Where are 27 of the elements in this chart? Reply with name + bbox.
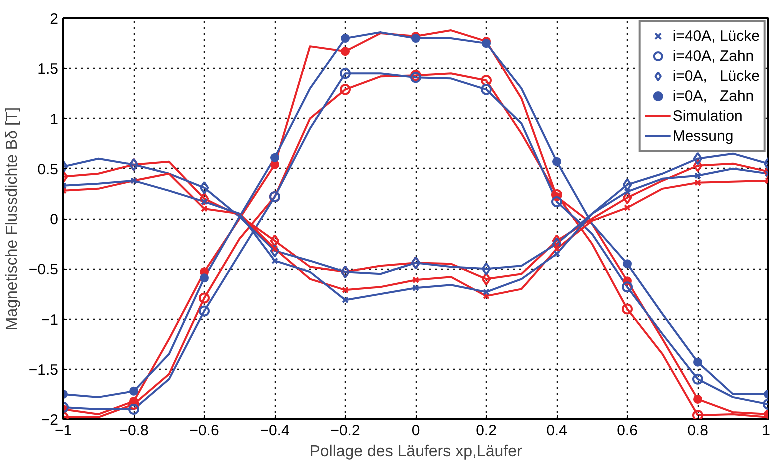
- legend-label: Simulation: [672, 107, 743, 125]
- legend-label: i=0A, Zahn: [672, 87, 754, 105]
- y-tick-label: 2: [50, 11, 58, 28]
- legend-label: i=40A, Lücke: [672, 27, 760, 45]
- x-axis-title: Pollage des Läufers xp,Läufer: [310, 444, 523, 460]
- y-tick-label: 0: [50, 212, 58, 228]
- x-tick-label: 0.6: [617, 422, 638, 440]
- y-tick-label: −2: [41, 412, 59, 429]
- y-tick-label: 0.5: [38, 161, 59, 178]
- y-tick-label: −1: [41, 312, 59, 329]
- y-tick-label: 1.5: [38, 61, 59, 78]
- legend-label: i=0A, Lücke: [672, 67, 760, 85]
- x-tick-label: −0.8: [119, 422, 149, 440]
- x-tick-label: 1: [762, 422, 770, 440]
- x-tick-label: 0: [412, 422, 420, 440]
- x-tick-label: 0.2: [476, 422, 497, 440]
- x-tick-label: −0.6: [190, 422, 220, 440]
- legend-label: Messung: [672, 127, 734, 145]
- legend-label: i=40A, Zahn: [672, 47, 754, 65]
- x-tick-label: −0.4: [260, 422, 290, 440]
- y-tick-label: 1: [50, 111, 58, 128]
- y-axis-title: Magnetische Flussdichte Bδ [T]: [4, 107, 21, 331]
- y-tick-label: −1.5: [28, 362, 59, 379]
- y-tick-label: −0.5: [28, 262, 59, 279]
- x-tick-label: −0.2: [330, 422, 360, 440]
- x-tick-label: 0.4: [546, 422, 568, 440]
- x-tick-label: 0.8: [688, 422, 708, 440]
